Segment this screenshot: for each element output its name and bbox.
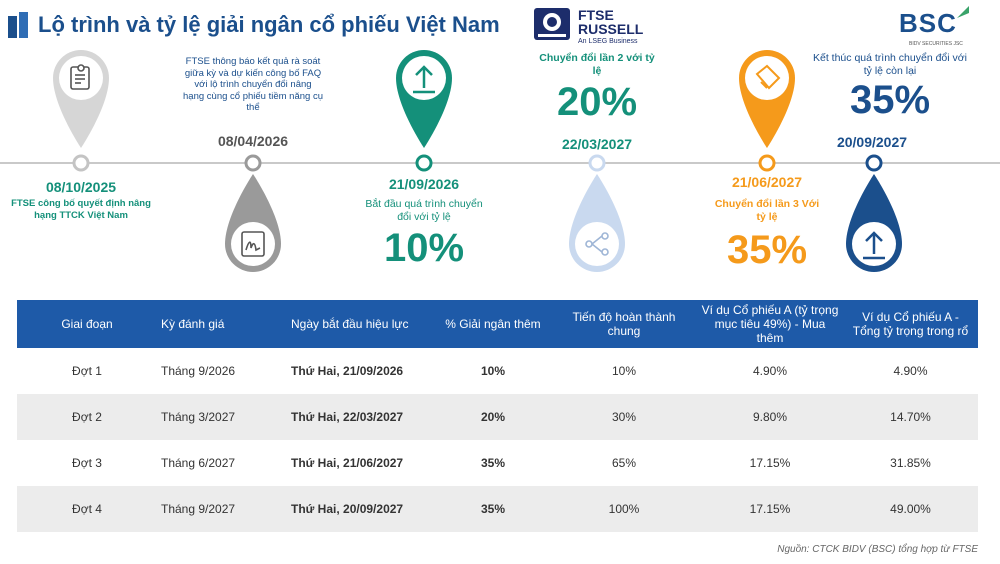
milestone-6-date: 20/09/2027 xyxy=(836,134,908,150)
bsc-logo: BSC BIDV SECURITIES JSC xyxy=(895,2,975,50)
col-header: Giai đoạn xyxy=(17,300,157,348)
table-header-row: Giai đoạn Kỳ đánh giá Ngày bắt đầu hiệu … xyxy=(17,300,978,348)
col-header: Ngày bắt đầu hiệu lực xyxy=(287,300,435,348)
milestone-4-pct: 20% xyxy=(556,80,638,124)
signature-icon xyxy=(241,231,265,257)
source-note: Nguồn: CTCK BIDV (BSC) tổng hợp từ FTSE xyxy=(777,544,978,555)
col-header: Kỳ đánh giá xyxy=(157,300,287,348)
pin-m5 xyxy=(739,50,795,148)
milestone-5-pct: 35% xyxy=(726,228,808,272)
milestone-1-desc: FTSE công bố quyết định nâng hạng TTCK V… xyxy=(11,198,151,221)
marker-m2 xyxy=(244,154,262,172)
timeline-line xyxy=(0,162,1000,164)
table-row: Đợt 4 Tháng 9/2027 Thứ Hai, 20/09/2027 3… xyxy=(17,486,978,532)
timeline-markers xyxy=(72,154,883,172)
ftse-crest-icon xyxy=(534,8,570,40)
col-header: % Giải ngân thêm xyxy=(435,300,551,348)
marker-m3 xyxy=(415,154,433,172)
milestone-5-desc: Chuyển đổi lần 3 Với tỷ lệ xyxy=(714,198,820,223)
table-row: Đợt 2 Tháng 3/2027 Thứ Hai, 22/03/2027 2… xyxy=(17,394,978,440)
milestone-3-pct: 10% xyxy=(383,226,465,270)
marker-m6 xyxy=(865,154,883,172)
pin-m6 xyxy=(846,174,902,272)
disbursement-table: Giai đoạn Kỳ đánh giá Ngày bắt đầu hiệu … xyxy=(17,300,978,532)
milestone-4-desc: Chuyển đổi lần 2 với tỷ lệ xyxy=(539,52,655,77)
page-title: Lộ trình và tỷ lệ giải ngân cổ phiếu Việ… xyxy=(38,12,500,37)
marker-m4 xyxy=(588,154,606,172)
bsc-arrow-icon xyxy=(957,6,969,18)
col-header: Tiến độ hoàn thành chung xyxy=(551,300,697,348)
milestone-3-date: 21/09/2026 xyxy=(388,176,460,192)
pin-m4 xyxy=(569,174,625,272)
milestone-1-date: 08/10/2025 xyxy=(45,179,117,195)
milestone-2-date: 08/04/2026 xyxy=(217,133,289,149)
table-row: Đợt 3 Tháng 6/2027 Thứ Hai, 21/06/2027 3… xyxy=(72,456,931,470)
pin-m1 xyxy=(53,50,109,148)
milestone-4-date: 22/03/2027 xyxy=(561,136,633,152)
upload-icon xyxy=(863,231,885,260)
col-header: Ví dụ Cổ phiếu A (tỷ trọng mục tiêu 49%)… xyxy=(697,300,843,348)
pin-m2 xyxy=(225,174,281,272)
upload-icon xyxy=(413,65,435,94)
milestone-3-desc: Bắt đầu quá trình chuyển đổi với tỷ lệ xyxy=(365,198,483,223)
marker-m5 xyxy=(758,154,776,172)
milestone-6-pct: 35% xyxy=(849,78,931,122)
marker-m1 xyxy=(72,154,90,172)
table-row: Đợt 1 Tháng 9/2026 Thứ Hai, 21/09/2026 1… xyxy=(72,364,928,378)
milestone-2-desc: FTSE thông báo kết quả rà soát giữa kỳ v… xyxy=(183,56,323,113)
col-header: Ví dụ Cổ phiếu A - Tổng tỷ trọng trong r… xyxy=(843,300,978,348)
title-bar-icon xyxy=(8,12,28,38)
network-icon xyxy=(585,232,609,256)
milestone-6-desc: Kết thúc quá trình chuyển đổi với tỷ lệ … xyxy=(813,52,967,77)
pin-m3 xyxy=(396,50,452,148)
ftse-russell-logo: FTSE RUSSELL An LSEG Business xyxy=(530,6,643,50)
milestone-5-date: 21/06/2027 xyxy=(731,174,803,190)
document-icon xyxy=(70,64,90,90)
tag-icon xyxy=(755,64,781,90)
